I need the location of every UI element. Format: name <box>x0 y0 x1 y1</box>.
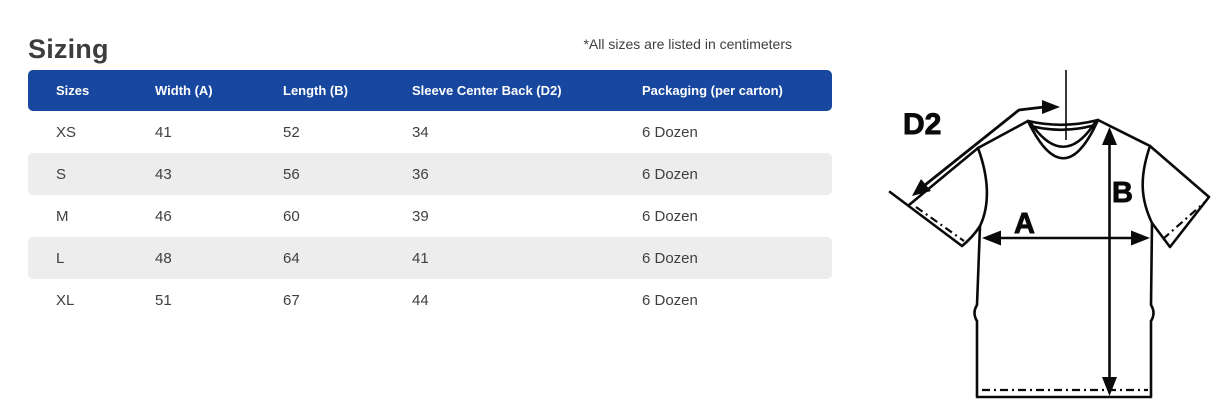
table-row-s: S 43 56 36 6 Dozen <box>28 153 832 195</box>
column-header-width: Width (A) <box>155 83 213 98</box>
length-cell: 64 <box>283 249 300 267</box>
sleeve-cell: 39 <box>412 207 429 225</box>
width-cell: 43 <box>155 165 172 183</box>
packaging-cell: 6 Dozen <box>642 207 698 225</box>
size-cell: L <box>56 249 65 267</box>
size-cell: M <box>56 207 69 225</box>
units-note: *All sizes are listed in centimeters <box>583 36 792 52</box>
right-cuff-stitch <box>1162 201 1206 240</box>
packaging-cell: 6 Dozen <box>642 165 698 183</box>
label-a: A <box>1014 208 1035 240</box>
sleeve-cell: 36 <box>412 165 429 183</box>
column-header-packaging: Packaging (per carton) <box>642 83 783 98</box>
size-cell: XL <box>56 291 75 309</box>
width-cell: 46 <box>155 207 172 225</box>
table-header-row: Sizes Width (A) Length (B) Sleeve Center… <box>28 70 832 111</box>
length-cell: 56 <box>283 165 300 183</box>
sleeve-cell: 41 <box>412 249 429 267</box>
column-header-length: Length (B) <box>283 83 348 98</box>
length-cell: 60 <box>283 207 300 225</box>
label-b: B <box>1112 177 1133 209</box>
page-title: Sizing <box>28 34 109 65</box>
left-cuff-stitch <box>915 206 965 242</box>
length-arrow-b <box>1102 127 1117 396</box>
tshirt-left-shoulder <box>976 119 1030 150</box>
packaging-cell: 6 Dozen <box>642 123 698 141</box>
packaging-cell: 6 Dozen <box>642 249 698 267</box>
table-row-xs: XS 41 52 34 6 Dozen <box>28 111 832 153</box>
width-arrow-a <box>982 230 1150 246</box>
width-cell: 48 <box>155 249 172 267</box>
column-header-sizes: Sizes <box>56 83 90 98</box>
sleeve-center-back-arrow-d2 <box>912 100 1060 196</box>
tshirt-measurement-diagram: D2 A B <box>888 70 1211 399</box>
size-cell: S <box>56 165 67 183</box>
packaging-cell: 6 Dozen <box>642 291 698 309</box>
length-cell: 52 <box>283 123 300 141</box>
width-cell: 51 <box>155 291 172 309</box>
label-d2: D2 <box>903 108 941 141</box>
tshirt-body <box>973 221 1155 399</box>
width-cell: 41 <box>155 123 172 141</box>
tshirt-left-armhole <box>976 146 989 228</box>
sizing-table: Sizes Width (A) Length (B) Sleeve Center… <box>28 70 832 321</box>
table-row-m: M 46 60 39 6 Dozen <box>28 195 832 237</box>
table-row-l: L 48 64 41 6 Dozen <box>28 237 832 279</box>
size-cell: XS <box>56 123 77 141</box>
table-row-xl: XL 51 67 44 6 Dozen <box>28 279 832 321</box>
tshirt-left-sleeve <box>888 146 982 248</box>
length-cell: 67 <box>283 291 300 309</box>
tshirt-right-armhole <box>1141 144 1154 225</box>
tshirt-right-shoulder <box>1096 118 1152 148</box>
sleeve-cell: 34 <box>412 123 429 141</box>
tshirt-right-sleeve <box>1148 144 1211 249</box>
column-header-sleeve: Sleeve Center Back (D2) <box>412 83 562 98</box>
tshirt-collar <box>1026 118 1100 160</box>
sleeve-cell: 44 <box>412 291 429 309</box>
